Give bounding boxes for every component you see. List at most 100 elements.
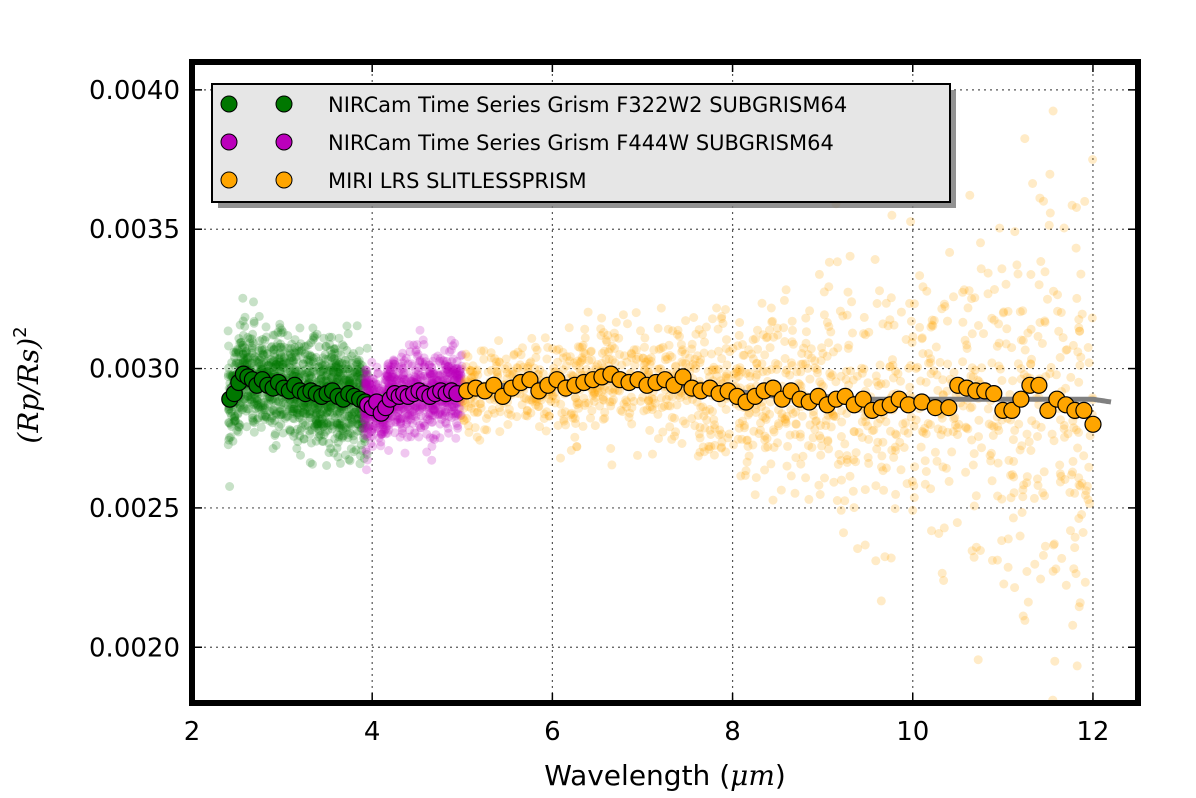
raw-point-f322w2 — [274, 354, 284, 364]
raw-point-f322w2 — [247, 343, 257, 353]
raw-point-miri — [735, 365, 745, 375]
raw-point-miri — [572, 442, 582, 451]
raw-point-f444w — [446, 406, 456, 416]
raw-point-miri — [600, 384, 610, 394]
raw-point-f322w2 — [238, 357, 248, 367]
raw-point-miri — [780, 415, 790, 425]
raw-point-f322w2 — [248, 338, 258, 348]
raw-point-miri — [670, 362, 680, 372]
raw-point-f322w2 — [326, 366, 336, 375]
raw-point-f444w — [367, 383, 377, 393]
raw-point-f322w2 — [325, 420, 335, 430]
raw-point-f322w2 — [311, 352, 321, 362]
raw-point-f322w2 — [331, 361, 341, 371]
raw-point-f322w2 — [314, 405, 324, 415]
raw-point-f322w2 — [336, 350, 346, 360]
raw-point-f322w2 — [319, 422, 328, 432]
raw-point-f322w2 — [260, 415, 270, 424]
raw-point-f322w2 — [299, 401, 309, 411]
raw-point-f322w2 — [345, 456, 355, 466]
raw-point-miri — [990, 285, 999, 294]
raw-point-f322w2 — [349, 372, 359, 382]
raw-point-miri — [762, 332, 772, 342]
raw-point-miri — [472, 408, 482, 418]
raw-point-f322w2 — [343, 329, 353, 339]
raw-point-miri — [994, 319, 1004, 329]
raw-point-f444w — [409, 411, 419, 421]
raw-point-miri — [891, 445, 901, 455]
raw-point-f322w2 — [319, 422, 329, 432]
raw-point-miri — [785, 430, 795, 440]
raw-point-f444w — [386, 372, 396, 382]
raw-point-f322w2 — [237, 340, 247, 350]
raw-point-f322w2 — [304, 426, 314, 436]
raw-point-f444w — [432, 375, 441, 385]
raw-point-f322w2 — [284, 358, 294, 368]
raw-point-f322w2 — [256, 402, 266, 412]
raw-point-miri — [815, 490, 825, 499]
raw-point-miri — [748, 354, 758, 364]
raw-point-f322w2 — [270, 349, 280, 359]
raw-point-f322w2 — [328, 408, 338, 418]
raw-point-f322w2 — [305, 361, 314, 371]
raw-point-miri — [572, 442, 582, 452]
raw-point-miri — [765, 325, 774, 335]
raw-point-f322w2 — [295, 323, 305, 333]
raw-point-miri — [742, 435, 752, 445]
raw-point-f322w2 — [300, 420, 310, 430]
raw-point-miri — [668, 326, 678, 336]
raw-point-miri — [736, 471, 746, 481]
raw-point-f444w — [402, 374, 412, 384]
raw-point-f322w2 — [261, 322, 271, 332]
raw-point-miri — [468, 367, 478, 377]
raw-point-f322w2 — [239, 349, 249, 359]
raw-point-f444w — [419, 418, 429, 428]
raw-point-miri — [1057, 553, 1067, 563]
raw-point-miri — [849, 455, 859, 465]
raw-point-miri — [561, 420, 571, 430]
raw-point-miri — [945, 247, 955, 257]
raw-point-miri — [503, 409, 513, 419]
raw-point-miri — [976, 238, 985, 248]
raw-point-f322w2 — [272, 357, 281, 367]
raw-point-f322w2 — [353, 371, 363, 381]
raw-point-f322w2 — [355, 381, 365, 391]
raw-point-f444w — [427, 369, 437, 379]
raw-point-f444w — [384, 446, 394, 455]
raw-point-f322w2 — [336, 420, 346, 430]
raw-point-f322w2 — [316, 370, 326, 380]
raw-point-f444w — [415, 407, 425, 416]
raw-point-f322w2 — [352, 355, 362, 364]
raw-point-miri — [768, 495, 778, 505]
raw-point-f444w — [427, 441, 437, 451]
raw-point-miri — [721, 405, 731, 414]
raw-point-f444w — [367, 386, 377, 396]
raw-point-miri — [580, 333, 590, 343]
raw-point-miri — [815, 431, 825, 441]
raw-point-f322w2 — [356, 451, 365, 461]
raw-point-miri — [572, 397, 582, 407]
raw-point-f444w — [441, 419, 451, 429]
raw-point-miri — [528, 396, 538, 406]
raw-point-f322w2 — [249, 297, 258, 307]
raw-point-miri — [515, 360, 525, 370]
raw-point-f444w — [413, 349, 423, 359]
raw-point-f322w2 — [356, 423, 366, 433]
raw-point-miri — [939, 523, 949, 533]
raw-point-miri — [836, 371, 846, 381]
raw-point-f444w — [359, 414, 369, 424]
raw-point-f322w2 — [345, 375, 355, 384]
raw-point-miri — [835, 306, 845, 316]
raw-point-miri — [879, 485, 889, 495]
y-tick-label: 0.0020 — [89, 633, 180, 663]
raw-point-f444w — [420, 371, 430, 381]
raw-point-f444w — [388, 364, 398, 374]
raw-point-miri — [877, 462, 886, 472]
raw-point-f322w2 — [233, 408, 243, 418]
raw-point-miri — [849, 503, 859, 513]
raw-point-f444w — [378, 424, 388, 434]
raw-point-miri — [642, 405, 652, 415]
raw-point-miri — [738, 350, 748, 360]
raw-point-f322w2 — [316, 375, 326, 385]
raw-point-f444w — [366, 438, 376, 448]
